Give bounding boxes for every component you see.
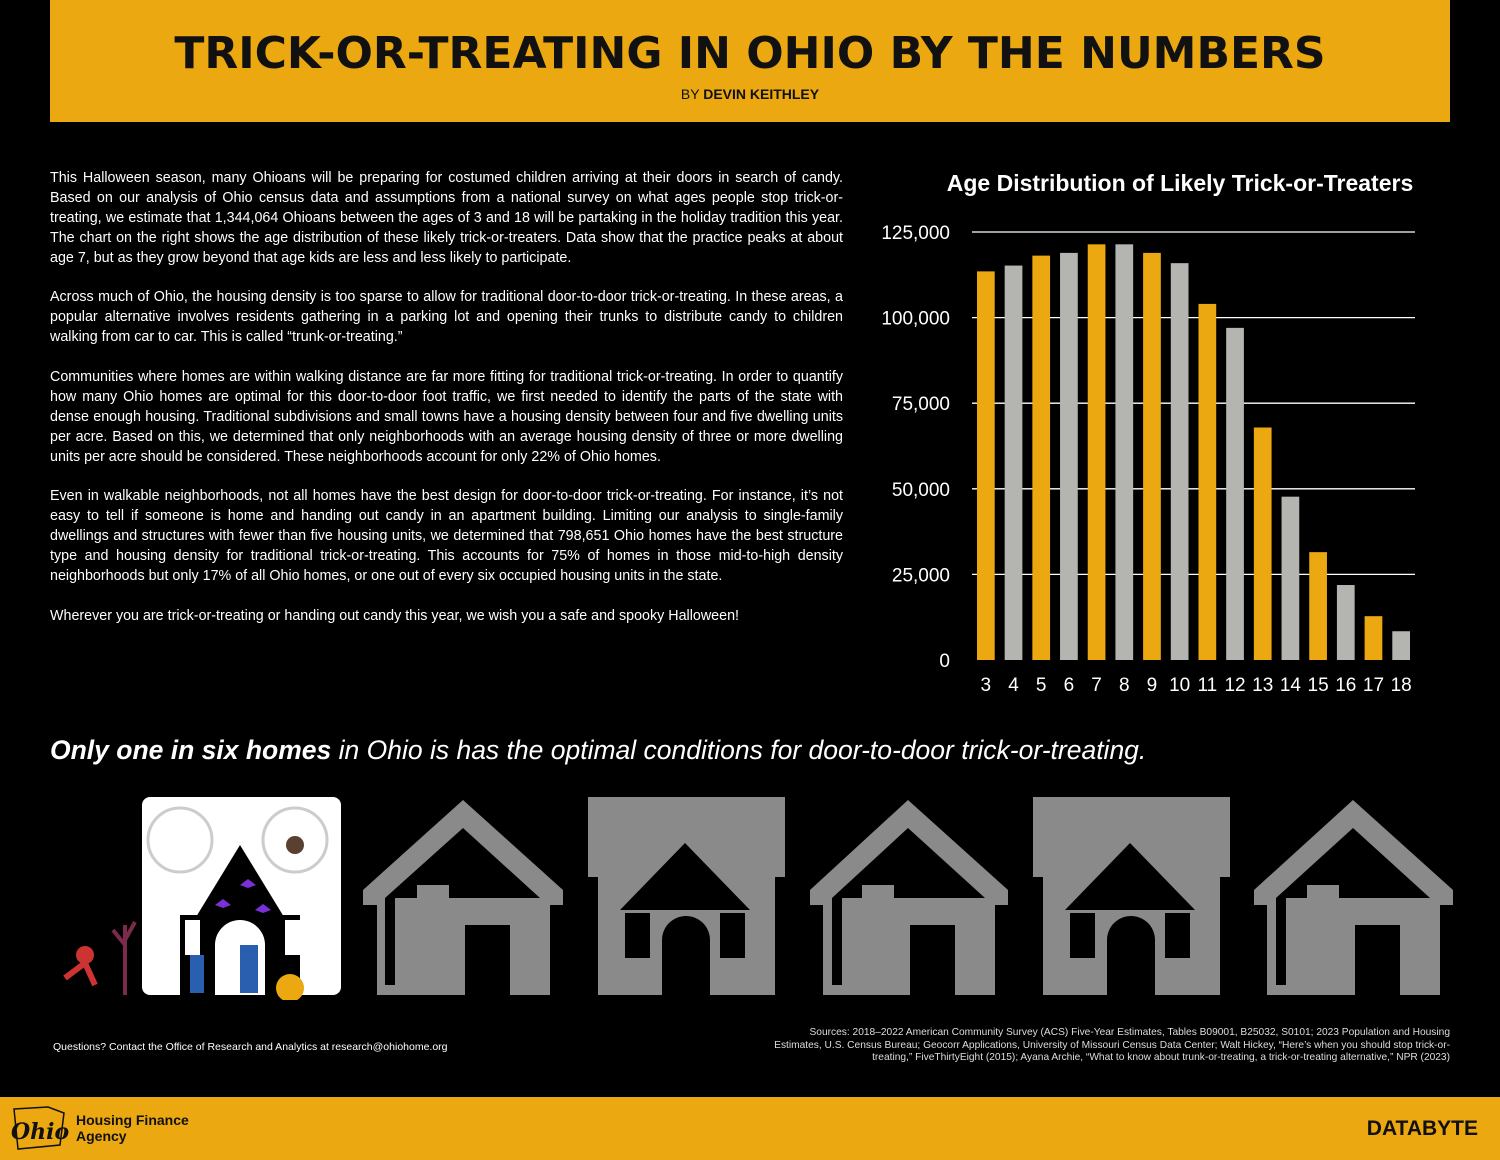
x-tick-label: 14 <box>1280 675 1302 696</box>
paragraph: Communities where homes are within walki… <box>50 369 843 465</box>
bar <box>1032 255 1051 660</box>
ohio-logo-icon: Ohio <box>11 1106 69 1150</box>
header-banner: TRICK-OR-TREATING IN OHIO BY THE NUMBERS… <box>50 0 1450 122</box>
x-tick-label: 15 <box>1308 675 1329 696</box>
agency-name: Housing Finance Agency <box>76 1112 189 1144</box>
bar <box>1060 252 1078 660</box>
paragraph: This Halloween season, many Ohioans will… <box>50 170 843 266</box>
house-icon <box>588 797 785 995</box>
x-tick-label: 3 <box>981 675 992 696</box>
paragraph: Across much of Ohio, the housing density… <box>50 289 843 346</box>
chart-title: Age Distribution of Likely Trick-or-Trea… <box>946 170 1414 196</box>
x-tick-label: 8 <box>1119 675 1130 696</box>
tagline-rest: in Ohio is has the optimal conditions fo… <box>331 735 1147 765</box>
bar <box>1392 631 1411 660</box>
page-title: TRICK-OR-TREATING IN OHIO BY THE NUMBERS <box>174 28 1326 79</box>
y-tick-label: 100,000 <box>881 309 950 330</box>
x-tick-label: 13 <box>1252 675 1273 696</box>
x-tick-label: 16 <box>1335 675 1356 696</box>
ohio-housing-logo: Ohio Housing Finance Agency <box>8 1105 189 1151</box>
bar <box>1198 303 1217 660</box>
bar <box>1143 252 1161 660</box>
x-tick-label: 9 <box>1147 675 1158 696</box>
bar <box>1253 427 1272 660</box>
y-tick-label: 25,000 <box>892 565 950 586</box>
y-tick-label: 75,000 <box>892 394 950 415</box>
bar <box>1170 263 1189 660</box>
x-tick-label: 7 <box>1091 675 1102 696</box>
svg-text:Ohio: Ohio <box>11 1119 69 1145</box>
article-body: This Halloween season, many Ohioans will… <box>50 169 843 647</box>
house-icon <box>363 800 563 995</box>
y-tick-label: 0 <box>939 651 950 672</box>
tagline-emphasis: Only one in six homes <box>50 735 332 765</box>
bar <box>1115 244 1134 660</box>
x-tick-label: 10 <box>1169 675 1190 696</box>
bar <box>1226 327 1244 660</box>
bar <box>1004 265 1023 660</box>
x-tick-label: 4 <box>1008 675 1019 696</box>
x-tick-label: 5 <box>1036 675 1047 696</box>
paragraph: Wherever you are trick-or-treating or ha… <box>50 607 739 624</box>
house-icon <box>1254 800 1453 995</box>
bar <box>976 271 995 660</box>
author-name: DEVIN KEITHLEY <box>703 86 820 102</box>
y-tick-label: 50,000 <box>892 480 950 501</box>
x-tick-label: 6 <box>1064 675 1075 696</box>
decorated-house-illustration <box>63 797 341 1000</box>
footer-banner: Ohio Housing Finance Agency DATABYTE <box>0 1097 1500 1160</box>
sources-note: Sources: 2018–2022 American Community Su… <box>774 1027 1450 1063</box>
house-icon <box>1033 797 1230 995</box>
bar <box>1281 496 1300 660</box>
contact-info: Questions? Contact the Office of Researc… <box>53 1041 448 1053</box>
houses-illustration <box>63 797 1453 1000</box>
x-tick-label: 12 <box>1224 675 1245 696</box>
bar-chart: 0 25,000 50,000 75,000 100,000 125,000 3 4 5 6 7 8 9… <box>881 223 1415 696</box>
house-icon <box>810 800 1008 995</box>
tagline: Only one in six homes in Ohio is has the… <box>50 735 1146 766</box>
bar <box>1336 585 1355 660</box>
byline-prefix: BY <box>680 86 700 102</box>
databyte-label: DATABYTE <box>1366 1117 1478 1140</box>
agency-line: Agency <box>76 1128 127 1144</box>
byline: BY DEVIN KEITHLEY <box>50 86 1450 102</box>
paragraph: Even in walkable neighborhoods, not all … <box>50 488 843 585</box>
bar <box>1087 244 1106 660</box>
x-tick-label: 17 <box>1363 675 1384 696</box>
x-tick-label: 18 <box>1391 675 1412 696</box>
agency-line: Housing Finance <box>76 1112 189 1128</box>
x-tick-label: 11 <box>1197 675 1217 696</box>
y-tick-label: 125,000 <box>881 223 950 244</box>
bar <box>1364 616 1383 660</box>
bar <box>1309 552 1327 660</box>
